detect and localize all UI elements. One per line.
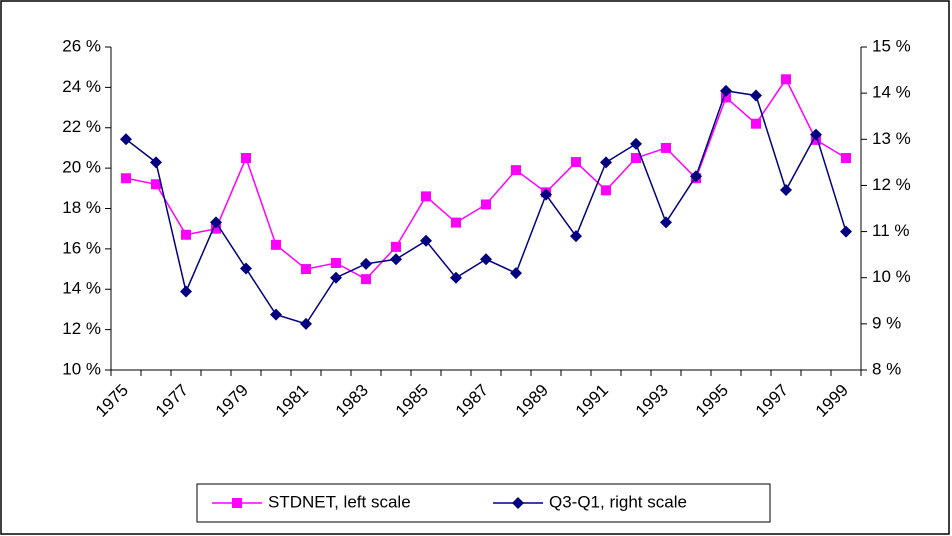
y2-tick-label: 15 % (872, 36, 911, 55)
point-marker (810, 128, 822, 141)
y-tick-label: 10 % (62, 359, 101, 378)
point-marker (841, 153, 851, 164)
point-marker (421, 191, 431, 202)
point-marker (511, 165, 521, 176)
point-marker (601, 185, 611, 196)
point-marker (480, 253, 492, 266)
point-marker (330, 271, 342, 284)
point-marker (120, 133, 132, 146)
y2-tick-label: 12 % (872, 175, 911, 194)
y-tick-label: 26 % (62, 36, 101, 55)
point-marker (600, 156, 612, 169)
point-marker (420, 234, 432, 247)
legend-marker (232, 498, 242, 508)
point-marker (151, 179, 161, 190)
point-marker (481, 199, 491, 210)
point-marker (360, 257, 372, 270)
point-marker (180, 285, 192, 298)
y2-tick-label: 8 % (872, 359, 901, 378)
point-marker (150, 156, 162, 169)
point-marker (331, 258, 341, 269)
point-marker (300, 317, 312, 330)
y-tick-label: 12 % (62, 319, 101, 338)
y2-tick-label: 13 % (872, 129, 911, 148)
point-marker (840, 225, 852, 238)
point-marker (210, 216, 222, 229)
legend-label: STDNET, left scale (268, 492, 411, 511)
y-tick-label: 18 % (62, 198, 101, 217)
point-marker (121, 173, 131, 184)
point-marker (451, 217, 461, 228)
point-marker (570, 230, 582, 243)
point-marker (631, 153, 641, 164)
point-marker (780, 184, 792, 197)
point-marker (390, 253, 402, 266)
point-marker (391, 241, 401, 252)
point-marker (630, 137, 642, 150)
point-marker (720, 84, 732, 97)
y2-tick-label: 10 % (872, 267, 911, 286)
y-tick-label: 16 % (62, 238, 101, 257)
point-marker (781, 74, 791, 85)
point-marker (540, 188, 552, 201)
legend-marker (512, 497, 524, 509)
y-tick-label: 24 % (62, 77, 101, 96)
point-marker (361, 274, 371, 285)
point-marker (211, 223, 221, 234)
point-marker (240, 262, 252, 275)
point-marker (751, 118, 761, 129)
point-marker (241, 153, 251, 164)
y-tick-label: 20 % (62, 158, 101, 177)
point-marker (660, 216, 672, 229)
point-marker (271, 239, 281, 250)
point-marker (181, 229, 191, 240)
point-marker (301, 264, 311, 275)
point-marker (270, 308, 282, 321)
y2-tick-label: 9 % (872, 313, 901, 332)
legend-box (196, 483, 771, 523)
y-tick-label: 14 % (62, 279, 101, 298)
y-tick-label: 22 % (62, 117, 101, 136)
point-marker (690, 170, 702, 183)
point-marker (510, 267, 522, 280)
point-marker (571, 157, 581, 168)
y2-tick-label: 11 % (872, 221, 910, 240)
point-marker (661, 142, 671, 153)
legend-label: Q3-Q1, right scale (549, 492, 687, 511)
point-marker (450, 271, 462, 284)
point-marker (750, 89, 762, 102)
point-marker (721, 92, 731, 103)
y2-tick-label: 14 % (872, 83, 911, 102)
